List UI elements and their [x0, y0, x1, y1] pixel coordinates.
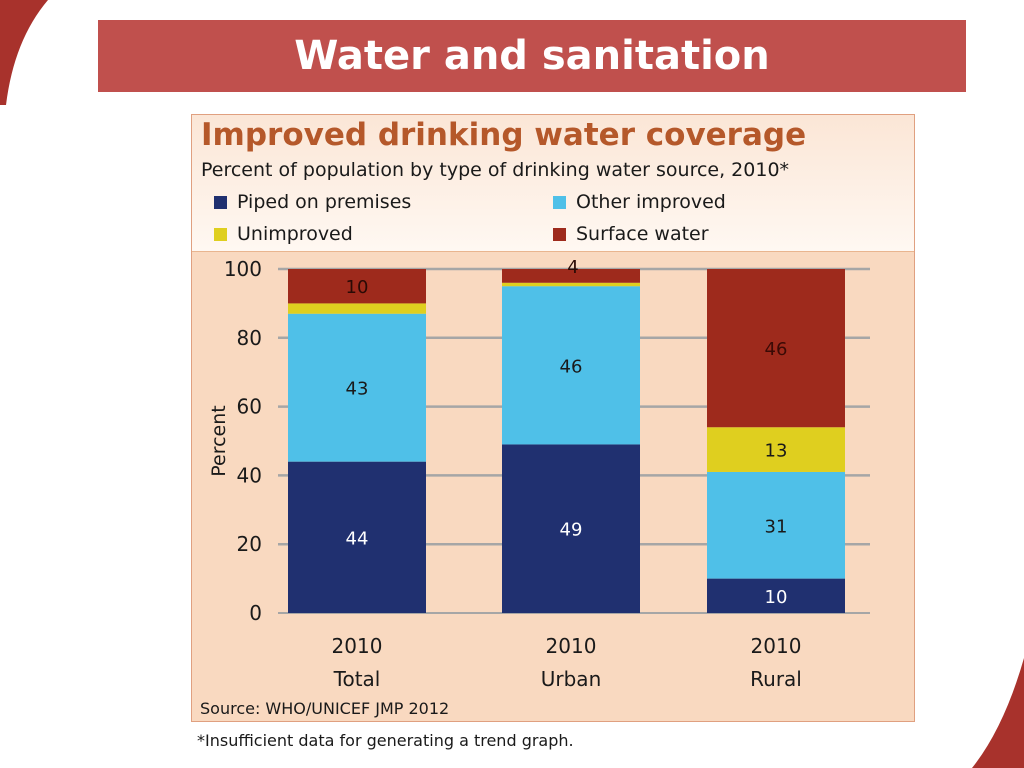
x-tick-label: 2010 — [332, 634, 383, 658]
data-label: 44 — [346, 528, 369, 549]
bar-segment — [502, 286, 640, 445]
chart-panel: Improved drinking water coverage Percent… — [191, 114, 915, 722]
legend-swatch-piped — [214, 196, 227, 209]
legend-item-unimproved: Unimproved — [214, 223, 353, 245]
data-label: 10 — [346, 277, 369, 298]
legend-swatch-unimproved — [214, 228, 227, 241]
legend-label: Piped on premises — [237, 191, 412, 213]
y-tick-label: 40 — [237, 463, 262, 487]
bar-segment — [707, 427, 845, 472]
slide-title: Water and sanitation — [98, 20, 966, 92]
data-label: 10 — [765, 587, 788, 608]
x-tick-label: Urban — [541, 667, 602, 691]
legend-item-surface-water: Surface water — [553, 223, 709, 245]
stacked-bar-chart: 020406080100Percent44433102010Total49461… — [208, 257, 870, 691]
bar-segment — [707, 471, 845, 579]
bar-segment — [707, 578, 845, 613]
y-tick-label: 20 — [237, 532, 262, 556]
bar-segment — [502, 444, 640, 613]
y-tick-label: 80 — [237, 326, 262, 350]
legend-label: Unimproved — [237, 223, 353, 245]
bar-segment — [502, 282, 640, 287]
bar-segment — [288, 269, 426, 304]
legend-item-piped: Piped on premises — [214, 191, 411, 213]
y-tick-label: 60 — [237, 395, 262, 419]
bar-segment — [707, 269, 845, 428]
x-tick-label: 2010 — [751, 634, 802, 658]
legend-swatch-other-improved — [553, 196, 566, 209]
data-label: 49 — [560, 520, 583, 541]
y-tick-label: 100 — [224, 257, 262, 281]
x-tick-label: Total — [333, 667, 381, 691]
chart-subtitle: Percent of population by type of drinkin… — [201, 159, 790, 181]
x-tick-label: Rural — [750, 667, 802, 691]
data-label: 13 — [765, 441, 788, 462]
footnote: *Insufficient data for generating a tren… — [197, 731, 574, 750]
bar-segment — [288, 461, 426, 613]
data-label: 43 — [346, 379, 369, 400]
data-label: 46 — [560, 356, 583, 377]
chart-title: Improved drinking water coverage — [201, 117, 807, 153]
legend-swatch-surface-water — [553, 228, 566, 241]
y-tick-label: 0 — [249, 601, 262, 625]
source-note: Source: WHO/UNICEF JMP 2012 — [200, 699, 450, 718]
y-axis-label: Percent — [208, 405, 230, 477]
x-tick-label: 2010 — [546, 634, 597, 658]
corner-swoosh-bottom-right — [972, 658, 1024, 768]
legend-label: Surface water — [576, 223, 709, 245]
data-label: 46 — [765, 339, 788, 360]
legend-label: Other improved — [576, 191, 726, 213]
data-label: 4 — [567, 257, 578, 278]
bar-segment — [288, 313, 426, 462]
corner-swoosh-top-left — [0, 0, 48, 105]
data-label: 31 — [765, 516, 788, 537]
chart-header: Improved drinking water coverage Percent… — [192, 115, 914, 252]
legend-item-other-improved: Other improved — [553, 191, 726, 213]
bar-segment — [502, 269, 640, 283]
bar-segment — [288, 303, 426, 314]
